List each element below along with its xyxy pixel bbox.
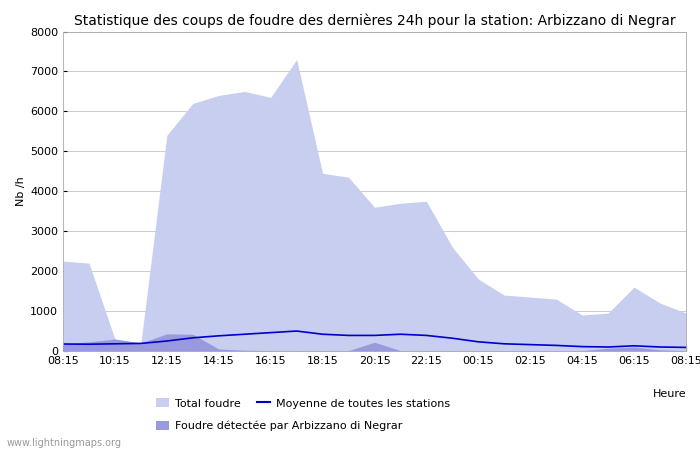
Legend: Foudre détectée par Arbizzano di Negrar: Foudre détectée par Arbizzano di Negrar [156, 420, 402, 431]
Title: Statistique des coups de foudre des dernières 24h pour la station: Arbizzano di : Statistique des coups de foudre des dern… [74, 13, 676, 27]
Text: Heure: Heure [652, 389, 686, 399]
Text: www.lightningmaps.org: www.lightningmaps.org [7, 438, 122, 448]
Y-axis label: Nb /h: Nb /h [16, 176, 26, 206]
